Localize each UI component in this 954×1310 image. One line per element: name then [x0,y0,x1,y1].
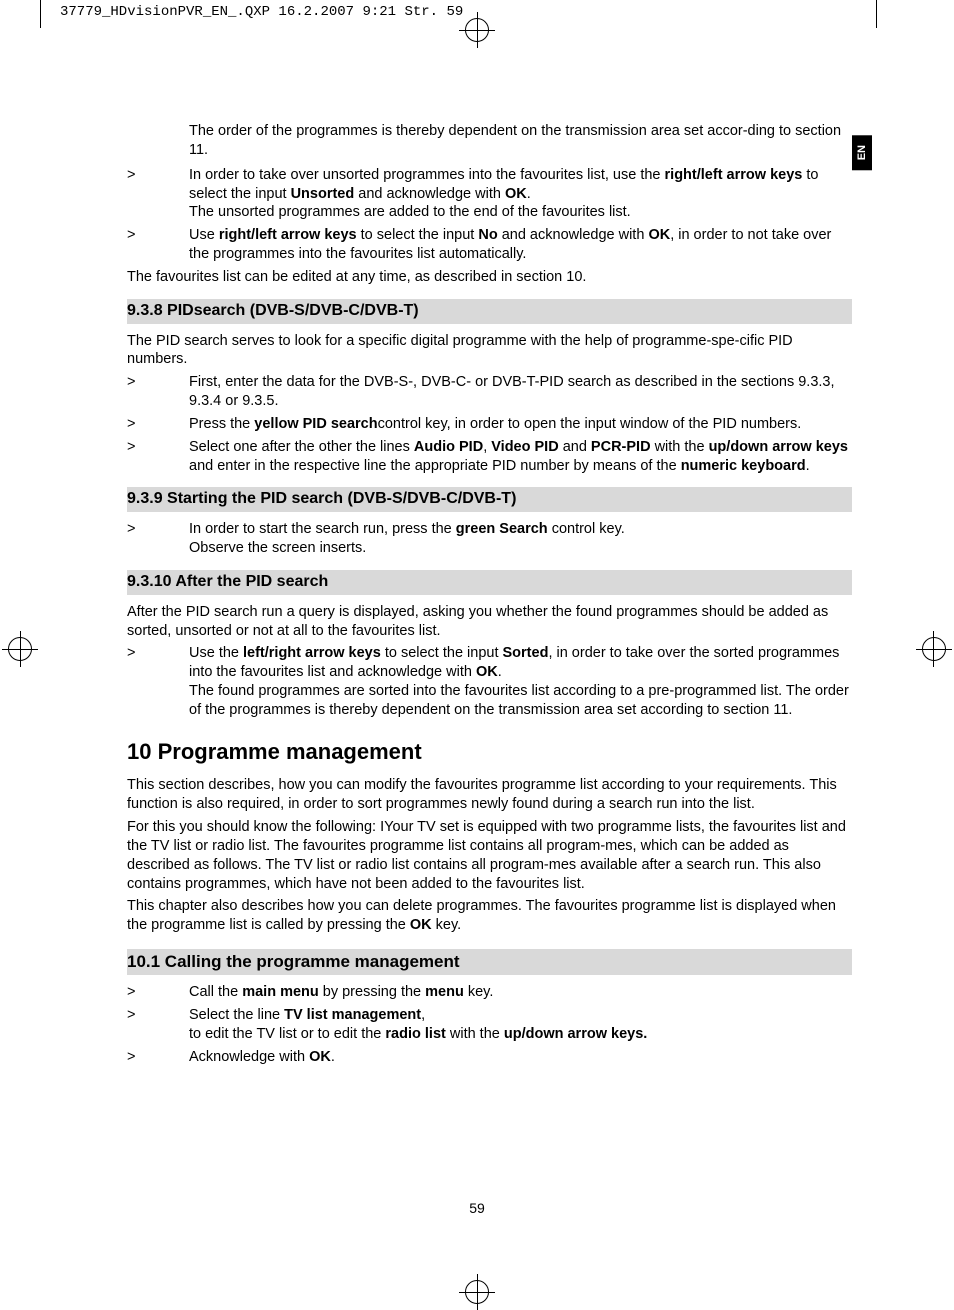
p-10-2: For this you should know the following: … [127,818,852,893]
bullet-item: > Call the main menu by pressing the men… [127,983,852,1002]
bullet-marker: > [127,226,189,264]
bullet-item: > In order to take over unsorted program… [127,166,852,223]
intro-p1: The order of the programmes is thereby d… [127,122,852,160]
crop-mark [40,0,41,28]
crop-mark [876,0,877,28]
bullet-item: > Acknowledge with OK. [127,1048,852,1067]
intro-p2: The favourites list can be edited at any… [127,268,852,287]
p-9310: After the PID search run a query is disp… [127,603,852,641]
bullet-text: In order to take over unsorted programme… [189,166,852,223]
heading-10: 10 Programme management [127,738,852,767]
file-header: 37779_HDvisionPVR_EN_.QXP 16.2.2007 9:21… [60,4,463,20]
page-content: The order of the programmes is thereby d… [127,122,852,1071]
bullet-item: > Select one after the other the lines A… [127,438,852,476]
heading-101: 10.1 Calling the programme management [127,949,852,975]
bullet-item: > Select the line TV list management, to… [127,1006,852,1044]
heading-939: 9.3.9 Starting the PID search (DVB-S/DVB… [127,487,852,512]
bullet-item: > In order to start the search run, pres… [127,520,852,558]
bullet-marker: > [127,166,189,223]
page-number: 59 [469,1200,485,1216]
bullet-item: > Use the left/right arrow keys to selec… [127,644,852,719]
heading-938: 9.3.8 PIDsearch (DVB-S/DVB-C/DVB-T) [127,299,852,324]
p-10-1: This section describes, how you can modi… [127,776,852,814]
p-938: The PID search serves to look for a spec… [127,332,852,370]
bullet-item: > Press the yellow PID searchcontrol key… [127,415,852,434]
bullet-item: > First, enter the data for the DVB-S-, … [127,373,852,411]
language-tab: EN [852,135,872,170]
p-10-3: This chapter also describes how you can … [127,897,852,935]
print-header: 37779_HDvisionPVR_EN_.QXP 16.2.2007 9:21… [0,0,954,50]
heading-9310: 9.3.10 After the PID search [127,570,852,595]
bullet-text: Use right/left arrow keys to select the … [189,226,852,264]
bullet-item: > Use right/left arrow keys to select th… [127,226,852,264]
